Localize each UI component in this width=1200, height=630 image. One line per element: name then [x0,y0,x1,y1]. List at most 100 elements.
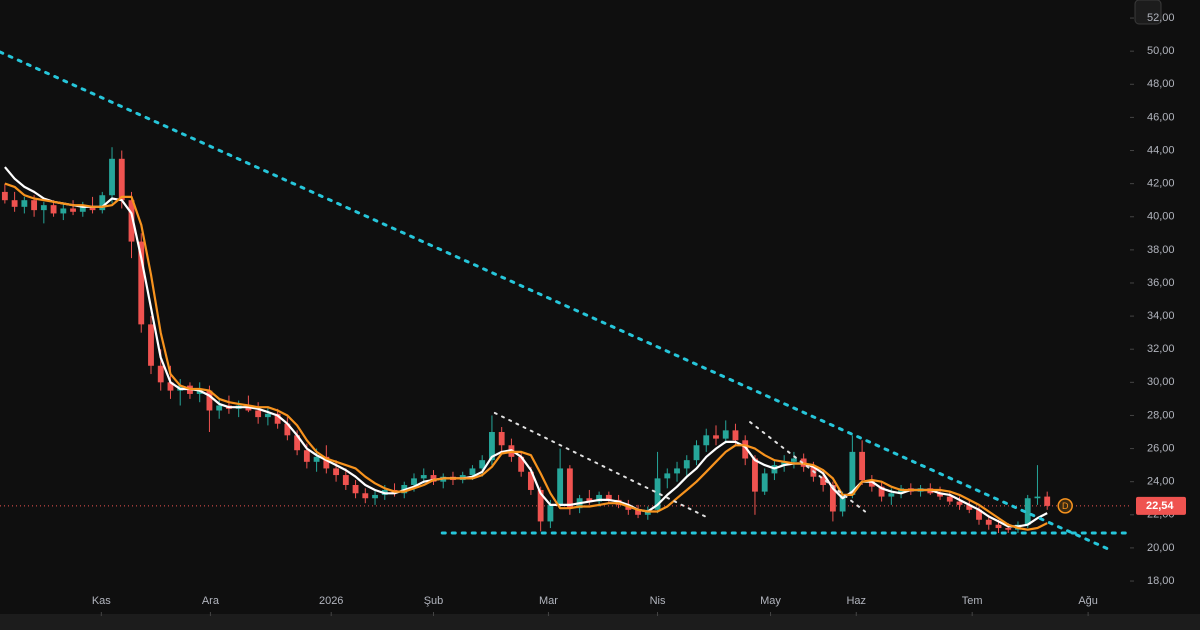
y-tick-label: 46,00 [1147,111,1175,123]
candle-body [664,473,671,479]
candle-body [1005,528,1012,530]
candle-body [713,435,719,439]
candle-body [89,206,96,211]
candle-body [411,478,417,485]
candle-body [742,440,749,459]
settings-button[interactable] [1134,0,1162,25]
candle-body [781,461,788,466]
candle-body [11,200,18,207]
candle-body [635,509,641,515]
candle-body [333,468,339,476]
candle-body [255,410,262,418]
candle-body [683,460,690,469]
candle-body [703,435,710,446]
candle-body [498,432,505,446]
candle-body [303,450,310,462]
candle-body [128,200,135,242]
candle-body [956,501,963,505]
candle-body [216,405,223,411]
candle-body [167,382,174,391]
candle-body [752,458,758,492]
y-tick-label: 36,00 [1147,277,1175,289]
candle-body [566,468,573,509]
candle-body [976,509,982,520]
candle-body [469,468,476,476]
y-tick-label: 30,00 [1147,376,1175,388]
x-tick-label: Ara [202,595,220,607]
y-tick-label: 44,00 [1147,144,1175,156]
candle-body [761,473,768,492]
candle-body [586,498,593,502]
x-tick-label: Tem [962,595,983,607]
candle-body [859,451,866,481]
candle-body [878,486,885,497]
trend-line [493,411,707,518]
last-price-box [1136,496,1186,515]
candle-body [274,413,281,424]
x-tick-label: Kas [92,595,111,607]
y-tick-label: 42,00 [1147,178,1175,190]
y-tick-label: 24,00 [1147,476,1175,488]
candle-body [313,456,320,462]
candle-body [109,158,115,196]
candle-body [722,430,729,439]
last-price-label: 22,54 [1146,500,1174,512]
candle-body [868,480,875,487]
candle-body [70,208,76,212]
candle-body [946,496,953,502]
candle-body [1,191,8,201]
dividend-marker [1057,498,1073,514]
y-tick-label: 48,00 [1147,78,1175,90]
candle-body [430,475,437,482]
candle-body [849,451,856,495]
candle-body [596,494,603,502]
candle-body [157,365,164,383]
y-tick-label: 28,00 [1147,409,1175,421]
candle-body [40,205,47,211]
candle-body [1024,498,1031,525]
candle-body [99,195,106,211]
x-tick-label: Haz [846,595,866,607]
candle-body [352,484,359,494]
y-tick-label: 40,00 [1147,211,1175,223]
candle-body [888,493,895,497]
candle-body [323,456,330,469]
candle-body [829,484,836,512]
x-tick-label: Ağu [1078,595,1098,607]
candle-body [294,435,301,451]
candle-body [284,423,291,436]
moving-average-line [4,182,1048,531]
y-tick-label: 32,00 [1147,343,1175,355]
candle-body [362,493,369,499]
plot-area: 18,0020,0022,0024,0026,0028,0030,0032,00… [0,12,1175,616]
candle-body [50,205,57,214]
candle-body [791,458,797,462]
y-tick-label: 20,00 [1147,542,1175,554]
bottom-bar [0,614,1200,630]
candle-body [60,208,67,214]
candle-body [985,519,992,525]
candle-body [839,494,846,512]
candle-body [420,475,427,479]
candle-body [937,493,943,497]
candle-body [196,390,203,394]
candle-body [537,489,544,522]
y-tick-label: 38,00 [1147,244,1175,256]
candle-body [605,494,612,500]
x-tick-label: Mar [539,595,558,607]
candle-body [148,324,154,366]
candle-body [118,158,125,201]
candle-body [264,413,271,418]
candle-body [1044,496,1051,506]
x-tick-label: May [760,595,781,607]
candle-body [479,460,486,469]
candle-body [674,468,680,474]
candle-body [693,445,700,461]
candle-body [820,476,827,485]
candle-body [489,432,495,461]
x-tick-label: 2026 [319,595,343,607]
trend-line [749,421,867,513]
candle-body [21,200,28,207]
